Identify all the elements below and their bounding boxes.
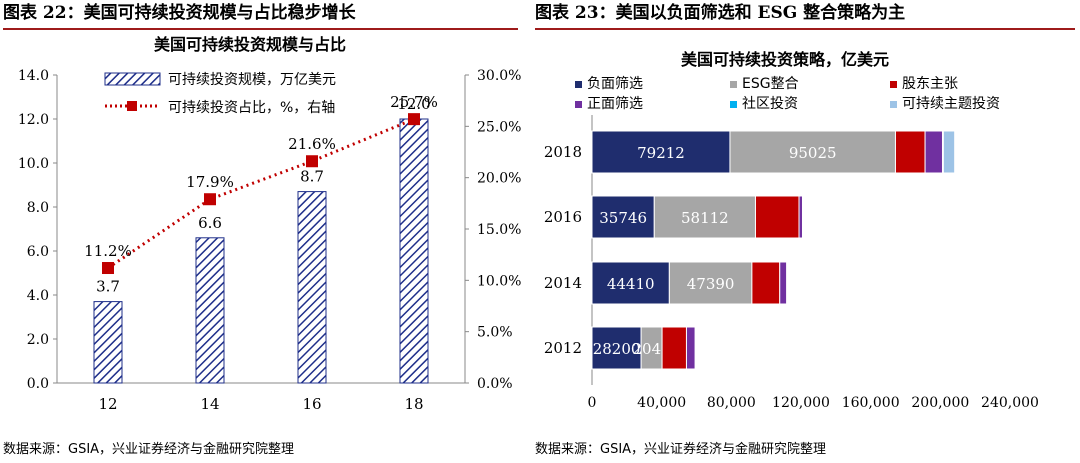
size-bar-label: 6.6	[198, 214, 222, 232]
left-figure-header: 图表 22：美国可持续投资规模与占比稳步增长	[3, 0, 518, 30]
stacked-segment	[798, 195, 803, 239]
y-tick-label: 2.0	[27, 332, 49, 348]
x-tick-label: 120,000	[772, 395, 830, 411]
y2-tick-label: 5.0%	[477, 325, 513, 341]
left-source-note: 数据来源：GSIA，兴业证券经济与金融研究院整理	[3, 442, 295, 457]
stacked-segment	[661, 326, 687, 370]
size-bar-label: 8.7	[300, 168, 324, 186]
legend-label: 社区投资	[742, 96, 798, 112]
x-tick-label: 40,000	[637, 395, 686, 411]
left-plot-area: 0.0 2.0 4.0 6.0 8.0 10.0 12.0 14.0 0.0% 5.0% 10.0%…	[18, 68, 522, 413]
share-label: 21.6%	[288, 135, 336, 153]
y-tick-label: 4.0	[27, 288, 49, 304]
size-bar-label: 3.7	[96, 278, 120, 296]
segment-value-label: 28200	[593, 340, 641, 358]
segment-value-label: 95025	[789, 144, 837, 162]
x-tick-label: 160,000	[842, 395, 900, 411]
legend-swatch	[890, 81, 897, 88]
legend-swatch-bar	[104, 72, 161, 86]
y2-tick-label: 0.0%	[477, 376, 513, 392]
share-point	[408, 113, 420, 126]
legend-label: 可持续主题投资	[902, 95, 1000, 112]
segment-value-label: 2040	[633, 340, 671, 358]
y-category-label: 2012	[544, 339, 582, 357]
y-category-label: 2016	[544, 208, 582, 226]
legend-swatch	[890, 101, 897, 108]
share-label: 17.9%	[186, 173, 234, 191]
right-figure-header: 图表 23：美国以负面筛选和 ESG 整合策略为主	[535, 0, 1075, 30]
size-bar	[195, 237, 225, 384]
stacked-segment	[668, 261, 753, 305]
y2-tick-label: 30.0%	[477, 68, 521, 84]
left-chart: 美国可持续投资规模与占比 可持续投资规模，万亿美元 可持续投资占比，%，右轴 0…	[18, 35, 522, 413]
stacked-segment	[801, 195, 804, 239]
share-label: 11.2%	[84, 242, 132, 260]
legend-swatch	[730, 101, 737, 108]
y-category-label: 2014	[544, 274, 582, 292]
stacked-segment	[779, 261, 788, 305]
x-tick-label: 18	[404, 395, 423, 413]
share-point	[306, 155, 318, 168]
segment-value-label: 58112	[681, 209, 729, 227]
stacked-segment	[653, 195, 756, 239]
legend-label: ESG整合	[742, 76, 799, 92]
stacked-segment	[751, 261, 781, 305]
x-tick-label: 14	[200, 395, 219, 413]
share-line	[107, 117, 415, 270]
legend-label: 股东主张	[902, 76, 958, 92]
stacked-segment	[924, 130, 943, 174]
y-category-label: 2018	[544, 143, 582, 161]
x-tick-label: 16	[302, 395, 321, 413]
stacked-segment	[591, 261, 670, 305]
segment-value-label: 47390	[687, 275, 735, 293]
right-source-note: 数据来源：GSIA，兴业证券经济与金融研究院整理	[535, 442, 827, 457]
size-bar	[399, 118, 429, 384]
right-chart-title: 美国可持续投资策略，亿美元	[681, 50, 889, 69]
y2-tick-label: 10.0%	[477, 273, 521, 289]
right-plot-area: 0 40,000 80,000 120,000 160,000 200,000 240,00…	[544, 115, 1039, 411]
y2-tick-label: 20.0%	[477, 171, 521, 187]
size-bar-label: 12.0	[397, 95, 430, 113]
size-bar	[297, 191, 327, 384]
stacked-segment	[786, 261, 788, 305]
stacked-segment	[894, 130, 926, 174]
y-tick-label: 6.0	[27, 244, 49, 260]
y-tick-label: 8.0	[27, 200, 49, 216]
y-tick-label: 10.0	[18, 156, 49, 172]
share-label: 25.7%	[390, 93, 438, 111]
y-tick-label: 14.0	[18, 68, 49, 84]
segment-value-label: 44410	[607, 275, 655, 293]
segment-value-label: 35746	[599, 209, 647, 227]
stacked-segment	[685, 326, 696, 370]
legend-label: 负面筛选	[587, 76, 643, 92]
x-tick-label: 80,000	[707, 395, 756, 411]
legend-swatch	[575, 81, 582, 88]
legend-swatch	[575, 101, 582, 108]
legend-label-bar: 可持续投资规模，万亿美元	[168, 71, 336, 88]
y-tick-label: 12.0	[18, 112, 49, 128]
size-bar	[93, 301, 123, 384]
share-point	[102, 262, 114, 275]
legend-swatch-marker	[127, 101, 137, 111]
stacked-segment	[754, 195, 800, 239]
x-tick-label: 240,000	[981, 395, 1039, 411]
legend-swatch	[730, 81, 737, 88]
stacked-segment	[942, 130, 956, 174]
y2-tick-label: 15.0%	[477, 222, 521, 238]
y-tick-label: 0.0	[27, 376, 49, 392]
y2-tick-label: 25.0%	[477, 119, 521, 135]
x-tick-label: 0	[588, 395, 597, 411]
legend-label: 正面筛选	[587, 96, 643, 112]
share-point	[204, 193, 216, 206]
legend-label-line: 可持续投资占比，%，右轴	[168, 99, 335, 116]
segment-value-label: 79212	[637, 144, 685, 162]
x-tick-label: 12	[98, 395, 117, 413]
left-legend: 可持续投资规模，万亿美元 可持续投资占比，%，右轴	[104, 71, 336, 116]
left-chart-title: 美国可持续投资规模与占比	[154, 35, 346, 54]
x-tick-label: 200,000	[911, 395, 969, 411]
